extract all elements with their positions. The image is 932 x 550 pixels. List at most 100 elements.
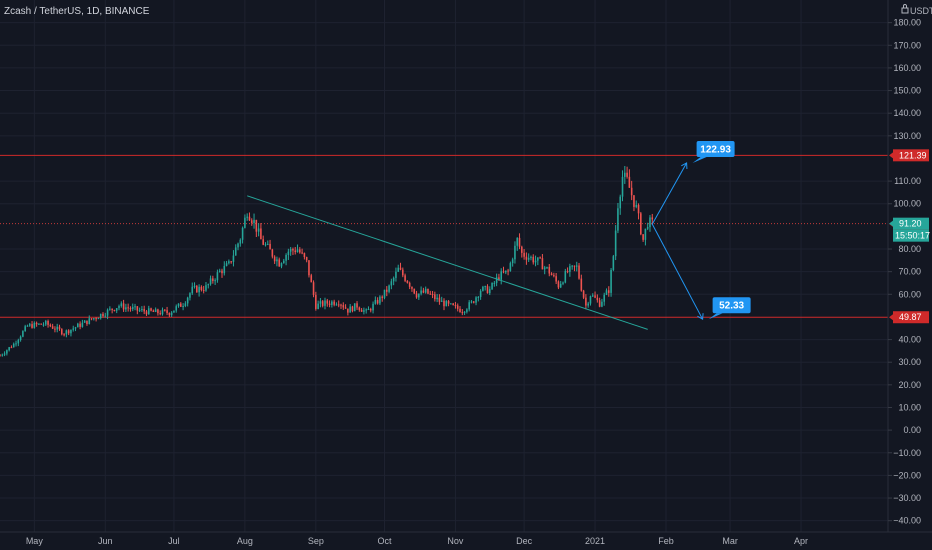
candle[interactable] [177, 303, 180, 308]
candle[interactable] [589, 295, 592, 306]
candle[interactable] [369, 307, 372, 313]
candle[interactable] [601, 298, 603, 308]
candle[interactable] [363, 307, 365, 315]
candle[interactable] [225, 260, 228, 267]
candle[interactable] [633, 195, 635, 212]
candle[interactable] [159, 310, 162, 316]
candle[interactable] [566, 267, 569, 274]
candle[interactable] [511, 257, 514, 267]
candle[interactable] [19, 335, 22, 342]
candle[interactable] [546, 266, 548, 270]
candle[interactable] [129, 306, 132, 312]
candle[interactable] [395, 267, 397, 282]
candle[interactable] [488, 286, 491, 296]
candle[interactable] [420, 286, 422, 296]
candle[interactable] [459, 306, 461, 313]
candle[interactable] [202, 285, 205, 294]
candle[interactable] [408, 281, 411, 290]
candle[interactable] [33, 321, 36, 329]
candle[interactable] [356, 301, 358, 310]
candle[interactable] [209, 275, 212, 286]
candle[interactable] [317, 300, 319, 310]
candles[interactable] [0, 165, 654, 357]
candle[interactable] [232, 250, 235, 267]
price-axis-background[interactable] [888, 0, 932, 550]
candle[interactable] [537, 257, 539, 266]
candle[interactable] [83, 320, 86, 323]
candle[interactable] [216, 269, 219, 283]
candle[interactable] [594, 291, 596, 299]
candle[interactable] [212, 275, 214, 284]
candle[interactable] [63, 333, 65, 337]
candle[interactable] [587, 301, 589, 308]
candle[interactable] [486, 284, 489, 294]
candle[interactable] [262, 235, 264, 246]
candle[interactable] [134, 303, 136, 311]
candle[interactable] [591, 293, 594, 297]
candle[interactable] [86, 320, 88, 326]
candle[interactable] [266, 240, 269, 246]
candle[interactable] [12, 342, 15, 348]
candle[interactable] [470, 300, 473, 304]
candle[interactable] [6, 349, 8, 356]
candle[interactable] [273, 255, 276, 264]
candle[interactable] [196, 284, 198, 293]
candle[interactable] [271, 248, 274, 259]
candle[interactable] [585, 294, 587, 310]
candle[interactable] [127, 303, 129, 312]
candle[interactable] [454, 301, 457, 309]
candle[interactable] [495, 273, 498, 287]
candle[interactable] [450, 303, 452, 305]
candle[interactable] [264, 242, 267, 247]
time-axis[interactable]: May Jun Jul Aug Sep Oct Nov Dec 2021 Feb Mar Apr [26, 536, 808, 546]
candle[interactable] [360, 308, 363, 312]
candle[interactable] [95, 317, 97, 322]
candle[interactable] [138, 307, 141, 313]
candle[interactable] [260, 223, 262, 240]
drawings[interactable] [247, 162, 704, 330]
candle[interactable] [621, 170, 624, 202]
candle[interactable] [205, 282, 207, 292]
candle[interactable] [500, 268, 503, 285]
candle[interactable] [104, 312, 107, 318]
candle[interactable] [28, 322, 31, 327]
candle[interactable] [392, 276, 395, 286]
candle[interactable] [207, 283, 210, 289]
candle[interactable] [223, 261, 226, 276]
candle[interactable] [349, 304, 351, 313]
candle[interactable] [136, 305, 139, 315]
candle[interactable] [596, 294, 599, 303]
candle[interactable] [163, 309, 166, 312]
candle[interactable] [60, 328, 63, 336]
candle[interactable] [175, 304, 178, 313]
candle[interactable] [239, 238, 242, 247]
candle[interactable] [427, 288, 429, 295]
candle[interactable] [244, 214, 246, 229]
candle[interactable] [385, 286, 388, 297]
candle[interactable] [54, 326, 56, 333]
candle[interactable] [610, 268, 612, 297]
candle[interactable] [200, 285, 203, 292]
candle[interactable] [79, 321, 81, 330]
candle[interactable] [424, 286, 427, 294]
candle[interactable] [67, 329, 70, 336]
candle[interactable] [347, 308, 349, 316]
candle[interactable] [571, 265, 573, 270]
candle[interactable] [550, 272, 553, 276]
candle[interactable] [445, 300, 448, 307]
candle[interactable] [559, 280, 562, 289]
candle[interactable] [93, 317, 95, 321]
candle[interactable] [580, 274, 583, 292]
candle[interactable] [456, 303, 459, 312]
candle[interactable] [617, 202, 619, 234]
candle[interactable] [644, 228, 647, 246]
candle[interactable] [237, 242, 239, 251]
candle[interactable] [65, 329, 68, 338]
candle[interactable] [143, 305, 145, 315]
candle[interactable] [102, 312, 104, 318]
candle[interactable] [40, 323, 42, 325]
candle[interactable] [214, 278, 216, 285]
candle[interactable] [31, 321, 33, 329]
candle[interactable] [250, 218, 253, 226]
candle[interactable] [642, 234, 644, 242]
